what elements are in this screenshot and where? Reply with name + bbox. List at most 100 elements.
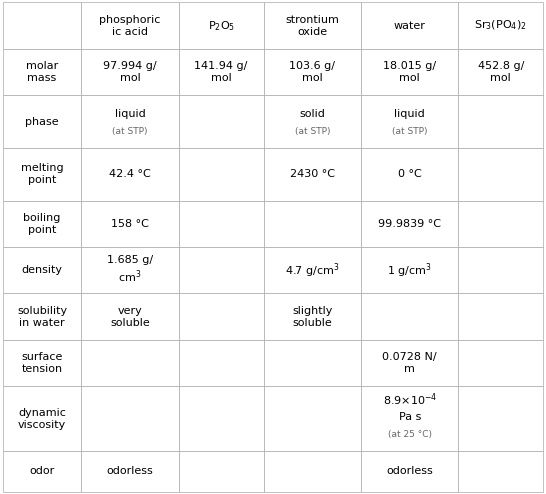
Bar (3, 201, 81, 247)
Text: (at STP): (at STP) (392, 126, 428, 136)
Bar (459, 2, 543, 49)
Bar (179, 340, 264, 386)
Bar (459, 148, 543, 201)
Bar (264, 49, 361, 95)
Text: 97.994 g/
mol: 97.994 g/ mol (103, 61, 157, 83)
Bar (179, 49, 264, 95)
Bar (459, 49, 543, 95)
Text: molar
mass: molar mass (26, 61, 58, 83)
Text: 103.6 g/
mol: 103.6 g/ mol (289, 61, 335, 83)
Text: odorless: odorless (106, 466, 153, 476)
Bar (264, 2, 361, 49)
Text: odor: odor (29, 466, 55, 476)
Text: solid: solid (299, 109, 325, 119)
Bar (179, 95, 264, 148)
Text: solubility
in water: solubility in water (17, 306, 67, 328)
Text: strontium
oxide: strontium oxide (286, 15, 339, 37)
Bar (459, 201, 543, 247)
Text: 452.8 g/
mol: 452.8 g/ mol (478, 61, 524, 83)
Bar (361, 201, 459, 247)
Text: phase: phase (25, 117, 59, 126)
Bar (3, 452, 81, 492)
Bar (81, 293, 179, 340)
Bar (179, 247, 264, 293)
Text: 2430 °C: 2430 °C (290, 169, 335, 179)
Text: P$_2$O$_5$: P$_2$O$_5$ (207, 19, 235, 33)
Bar (361, 452, 459, 492)
Bar (459, 247, 543, 293)
Bar (81, 2, 179, 49)
Bar (3, 148, 81, 201)
Bar (361, 293, 459, 340)
Bar (81, 247, 179, 293)
Text: water: water (394, 21, 426, 31)
Bar (81, 49, 179, 95)
Bar (81, 452, 179, 492)
Bar (459, 452, 543, 492)
Bar (264, 148, 361, 201)
Bar (179, 148, 264, 201)
Bar (3, 2, 81, 49)
Bar (179, 201, 264, 247)
Text: Pa s: Pa s (399, 412, 421, 422)
Text: 1 g/cm$^3$: 1 g/cm$^3$ (387, 261, 432, 280)
Bar (81, 201, 179, 247)
Text: 0 °C: 0 °C (398, 169, 422, 179)
Bar (264, 247, 361, 293)
Bar (361, 49, 459, 95)
Text: very
soluble: very soluble (110, 306, 150, 328)
Bar (361, 95, 459, 148)
Bar (179, 386, 264, 452)
Text: 1.685 g/
cm$^3$: 1.685 g/ cm$^3$ (107, 255, 153, 285)
Text: melting
point: melting point (21, 163, 63, 185)
Text: (at 25 °C): (at 25 °C) (388, 430, 432, 439)
Text: liquid: liquid (115, 109, 145, 119)
Bar (3, 247, 81, 293)
Text: (at STP): (at STP) (294, 126, 330, 136)
Text: surface
tension: surface tension (21, 352, 63, 374)
Bar (264, 201, 361, 247)
Bar (459, 386, 543, 452)
Bar (361, 148, 459, 201)
Bar (361, 2, 459, 49)
Text: 8.9$\times$10$^{-4}$: 8.9$\times$10$^{-4}$ (383, 391, 437, 408)
Bar (179, 452, 264, 492)
Bar (264, 293, 361, 340)
Bar (3, 95, 81, 148)
Bar (361, 386, 459, 452)
Bar (81, 340, 179, 386)
Bar (81, 95, 179, 148)
Text: odorless: odorless (387, 466, 433, 476)
Bar (3, 386, 81, 452)
Bar (264, 95, 361, 148)
Text: 0.0728 N/
m: 0.0728 N/ m (382, 352, 437, 374)
Bar (361, 340, 459, 386)
Text: slightly
soluble: slightly soluble (292, 306, 333, 328)
Bar (81, 148, 179, 201)
Bar (81, 386, 179, 452)
Bar (3, 293, 81, 340)
Text: dynamic
viscosity: dynamic viscosity (18, 408, 66, 430)
Bar (264, 386, 361, 452)
Text: phosphoric
ic acid: phosphoric ic acid (99, 15, 161, 37)
Bar (264, 340, 361, 386)
Bar (179, 2, 264, 49)
Text: boiling
point: boiling point (23, 213, 61, 235)
Bar (361, 247, 459, 293)
Text: 141.94 g/
mol: 141.94 g/ mol (194, 61, 248, 83)
Bar (264, 452, 361, 492)
Text: 158 °C: 158 °C (111, 219, 149, 229)
Text: 4.7 g/cm$^3$: 4.7 g/cm$^3$ (285, 261, 340, 280)
Bar (179, 293, 264, 340)
Text: density: density (21, 265, 62, 275)
Bar (459, 95, 543, 148)
Text: liquid: liquid (394, 109, 425, 119)
Text: (at STP): (at STP) (112, 126, 148, 136)
Bar (459, 340, 543, 386)
Bar (459, 293, 543, 340)
Text: 18.015 g/
mol: 18.015 g/ mol (383, 61, 436, 83)
Bar (3, 49, 81, 95)
Bar (3, 340, 81, 386)
Text: 99.9839 °C: 99.9839 °C (378, 219, 441, 229)
Text: Sr$_3$(PO$_4$)$_2$: Sr$_3$(PO$_4$)$_2$ (474, 19, 527, 33)
